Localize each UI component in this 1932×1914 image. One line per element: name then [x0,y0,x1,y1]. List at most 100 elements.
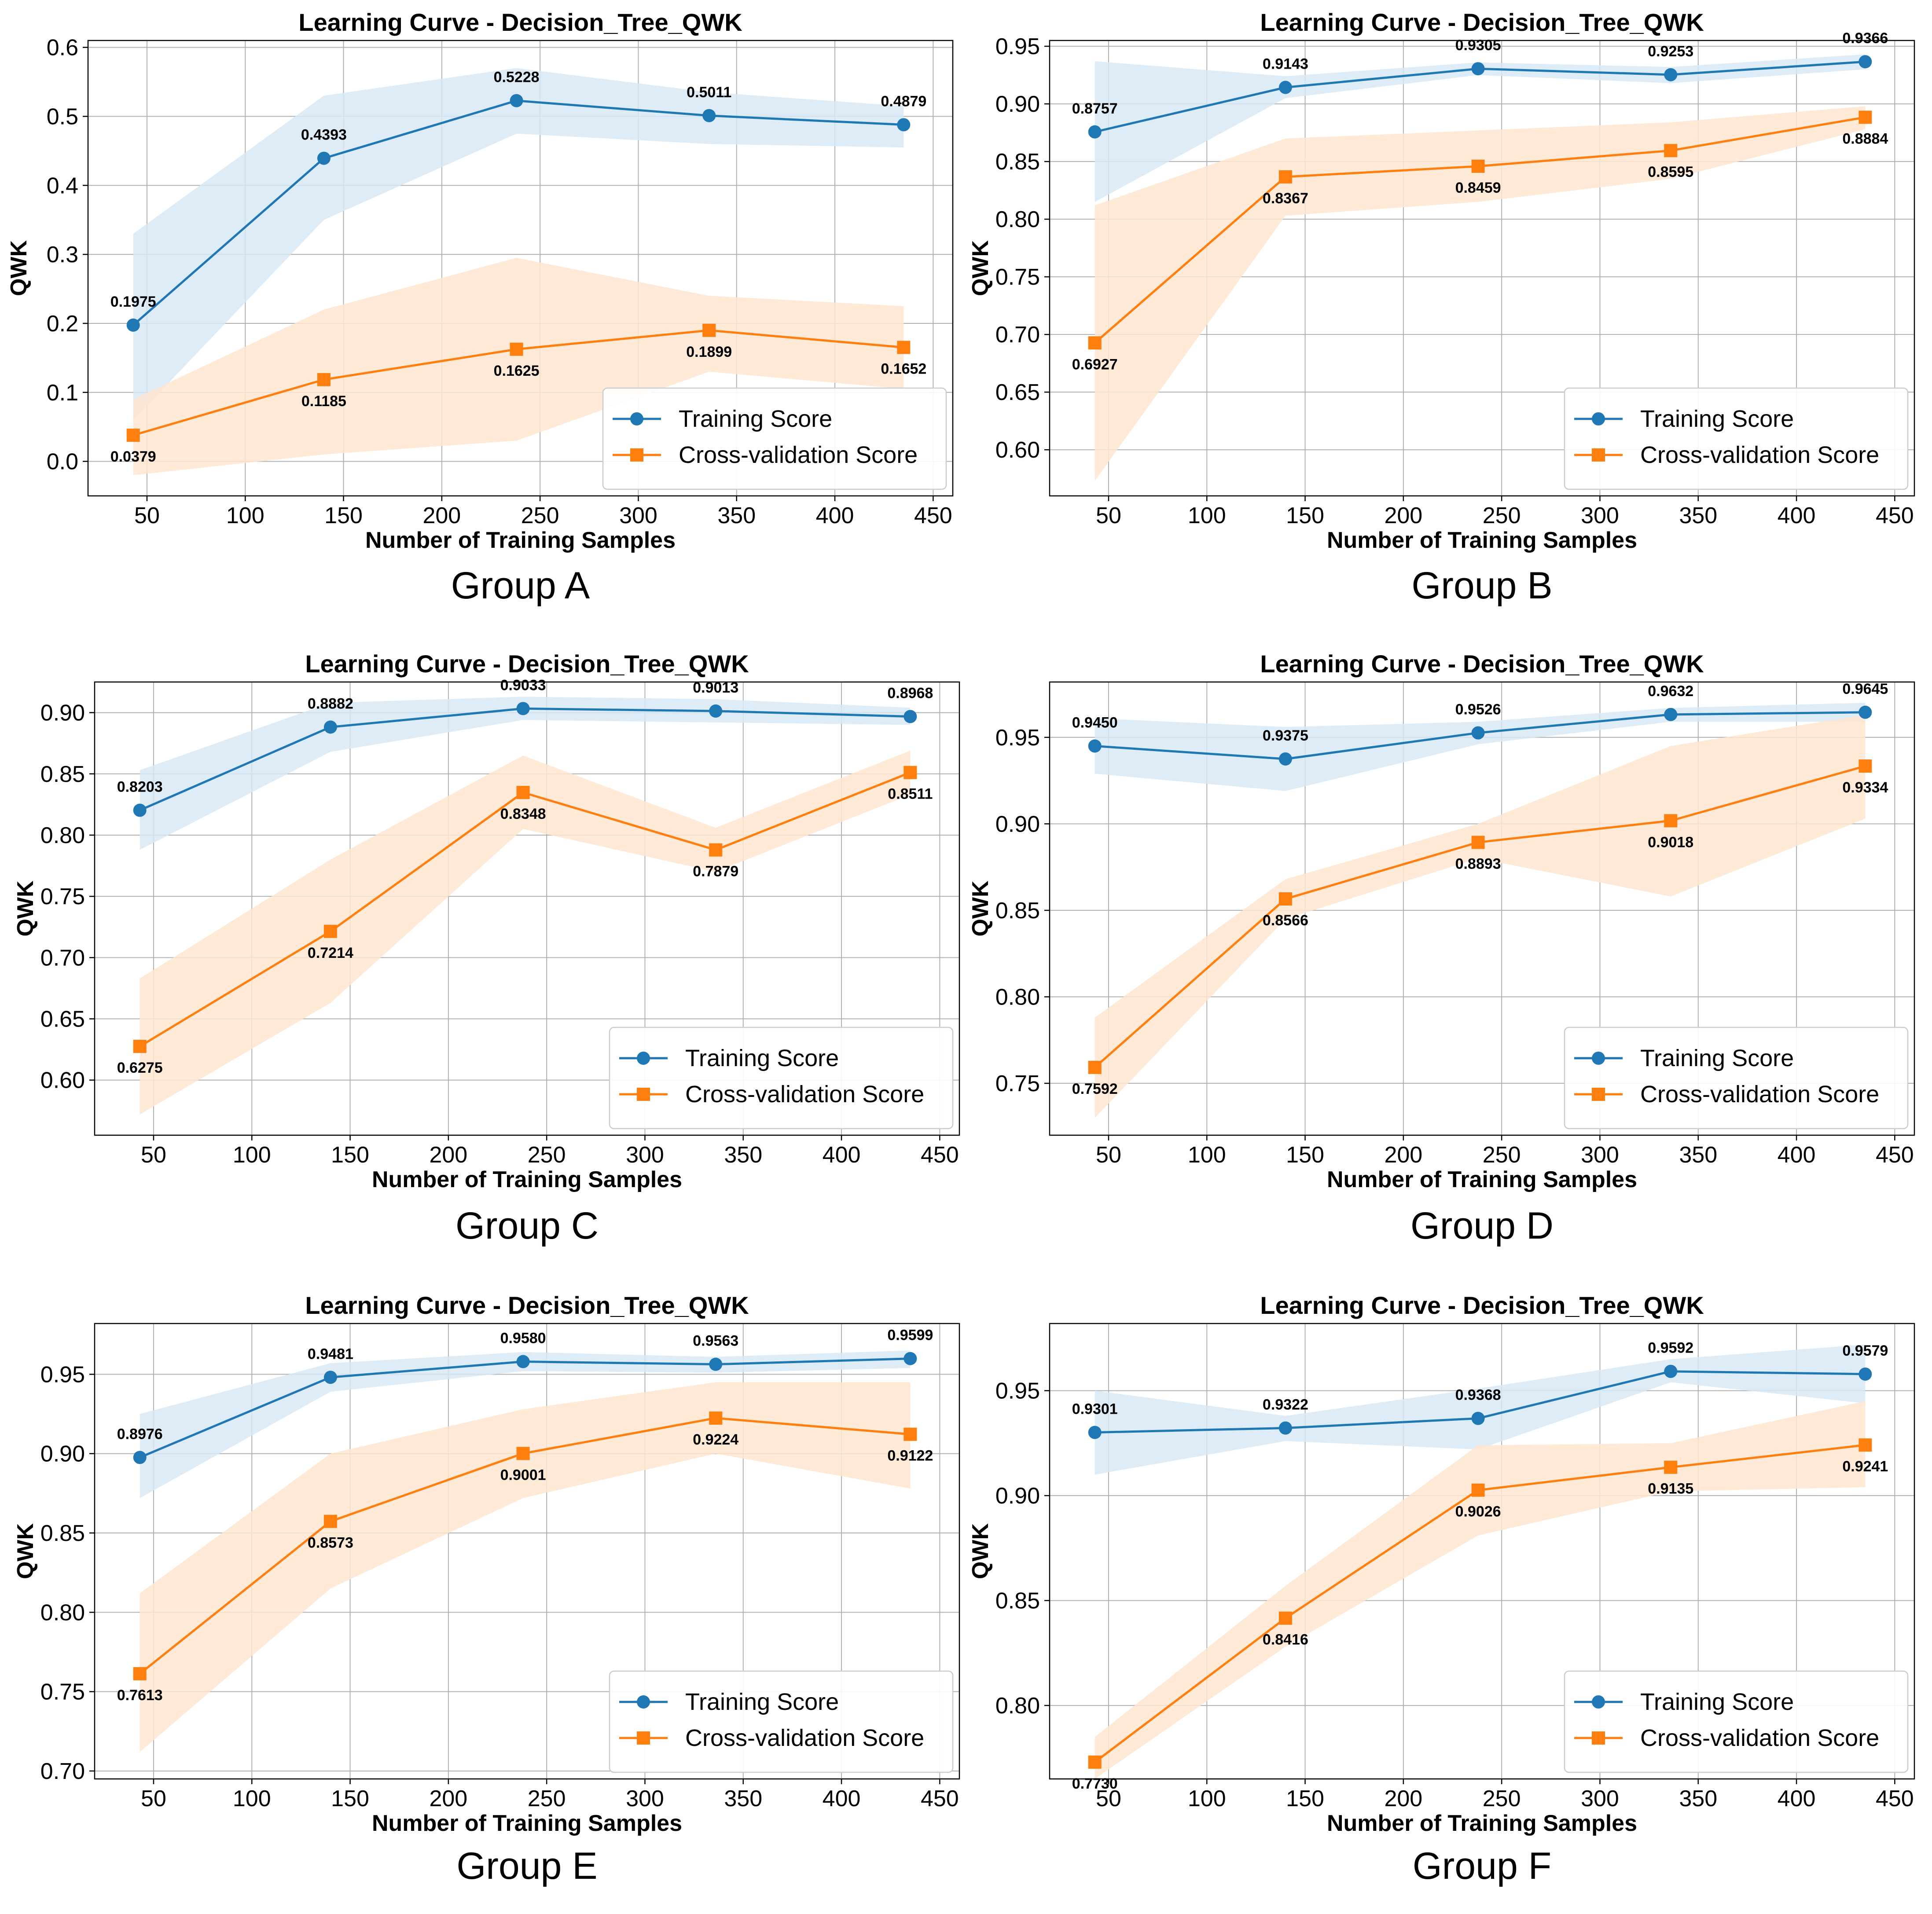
plot-frame [94,1323,960,1780]
training-point [1088,739,1102,753]
legend-marker [1592,1052,1605,1065]
data-label: 0.9224 [693,1431,738,1448]
y-tick-label: 0.90 [40,1441,85,1467]
legend-marker [630,448,643,462]
cv-point [1859,110,1872,124]
y-tick-label: 0.85 [40,1521,85,1546]
data-label: 0.1625 [494,363,540,379]
legend-marker [637,1731,650,1745]
training-band [140,697,911,850]
legend-box [602,387,947,490]
data-label: 0.5011 [687,84,731,101]
training-point [323,720,337,734]
cv-point [323,924,337,938]
y-tick-label: 0.70 [995,322,1040,348]
x-axis-label: Number of Training Samples [1327,1811,1637,1836]
training-point [1664,1364,1678,1378]
data-label: 0.9366 [1842,30,1888,47]
y-tick-label: 0.65 [40,1007,85,1032]
data-label: 0.9018 [1648,834,1693,851]
x-tick-label: 200 [1384,1142,1422,1168]
training-point [317,151,331,165]
x-tick-label: 250 [521,503,559,528]
cv-point [323,1514,337,1528]
plot-frame [1049,681,1915,1136]
training-point [133,1451,147,1464]
legend-marker [637,1695,650,1709]
data-label: 0.9592 [1648,1340,1693,1357]
data-label: 0.8348 [500,806,546,822]
chart-title: Learning Curve - Decision_Tree_QWK [1260,1291,1704,1319]
training-point [904,1352,917,1365]
y-tick-label: 0.95 [40,1362,85,1387]
y-tick-label: 0.75 [40,1679,85,1705]
y-tick-label: 0.75 [40,884,85,909]
cv-point [1664,1460,1678,1474]
training-band [140,1350,911,1498]
data-label: 0.9253 [1648,43,1693,60]
y-tick-label: 0.80 [995,1693,1040,1719]
x-tick-label: 150 [1286,503,1324,528]
legend-label: Training Score [679,406,832,432]
legend-label: Cross-validation Score [1640,1081,1879,1107]
training-point [1471,62,1485,76]
training-point [510,94,523,107]
chart-title: Learning Curve - Decision_Tree_QWK [305,1291,749,1319]
group-caption: Group C [455,1205,599,1247]
group-caption: Group A [451,565,590,607]
y-tick-label: 0.70 [40,1759,85,1784]
legend-marker [1592,1731,1605,1745]
data-label: 0.8968 [887,685,933,702]
data-label: 0.6927 [1072,356,1118,373]
x-tick-label: 400 [1778,503,1816,528]
x-tick-label: 350 [1679,503,1717,528]
y-tick-label: 0.90 [995,811,1040,837]
x-tick-label: 450 [914,503,952,528]
data-label: 0.1652 [881,361,926,378]
chart-title: Learning Curve - Decision_Tree_QWK [1260,650,1704,678]
legend-label: Training Score [685,1045,839,1071]
y-tick-label: 0.85 [995,149,1040,175]
cv-point [133,1040,147,1053]
legend: Training Score Cross-validation Score [609,1670,954,1773]
x-tick-label: 100 [233,1142,271,1168]
y-tick-label: 0.95 [995,725,1040,751]
cv-point [133,1667,147,1680]
legend-box [1564,387,1909,490]
cv-point [1471,836,1485,849]
subplot-2: 0.8757 0.9143 0.9305 0.9253 0.9366 0.6927 0.83… [968,8,1915,607]
cv-point [1088,1755,1102,1769]
x-tick-label: 450 [1876,503,1914,528]
training-point [1859,55,1872,69]
data-label: 0.9305 [1455,37,1501,54]
training-point [709,1357,723,1371]
cv-band [133,257,904,475]
legend-label: Cross-validation Score [1640,1725,1879,1751]
y-tick-label: 0.70 [40,945,85,971]
training-point [709,704,723,718]
y-axis-label: QWK [968,880,993,937]
x-tick-label: 50 [134,503,160,528]
data-label: 0.9632 [1648,683,1693,700]
x-tick-label: 200 [1384,503,1422,528]
x-tick-label: 50 [1096,503,1121,528]
y-tick-label: 0.60 [40,1068,85,1093]
cv-band [140,750,911,1115]
legend-label: Cross-validation Score [1640,442,1879,468]
x-tick-label: 100 [1188,1786,1226,1811]
x-tick-label: 250 [528,1142,566,1168]
data-label: 0.9563 [693,1333,738,1349]
y-tick-label: 0.95 [995,1379,1040,1404]
group-caption: Group B [1411,565,1552,607]
x-tick-label: 200 [429,1142,467,1168]
x-tick-label: 100 [233,1786,271,1811]
training-point [1859,1367,1872,1381]
legend-marker [1592,1088,1605,1101]
legend: Training Score Cross-validation Score [609,1027,954,1129]
data-label: 0.9033 [500,677,546,693]
cv-point [1664,814,1678,828]
legend-box [1564,1670,1909,1773]
x-tick-label: 150 [331,1786,369,1811]
data-label: 0.8595 [1648,164,1693,180]
